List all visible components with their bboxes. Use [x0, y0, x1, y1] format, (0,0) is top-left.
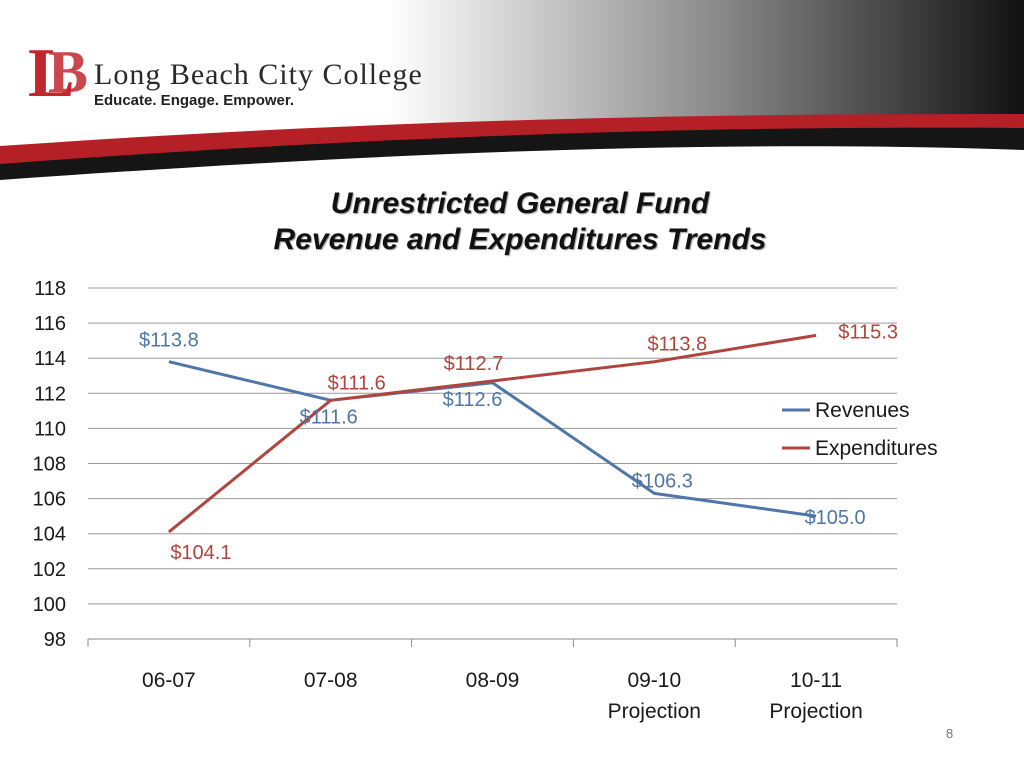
college-tagline: Educate. Engage. Empower. [94, 92, 295, 109]
chart-title: Unrestricted General Fund Revenue and Ex… [0, 186, 1024, 258]
y-tick-label: 116 [34, 313, 66, 335]
header-swoosh [0, 0, 1024, 190]
data-label-revenues: $106.3 [632, 470, 693, 492]
series-line-expenditures [167, 333, 817, 534]
data-label-revenues: $105.0 [805, 507, 866, 529]
data-label-expenditures: $104.1 [170, 542, 231, 564]
x-tick-label: 06-07 [142, 669, 196, 692]
y-tick-label: 102 [33, 559, 66, 581]
y-tick-label: 100 [33, 594, 66, 616]
series-line-revenues [168, 360, 817, 518]
page-number: 8 [946, 726, 954, 741]
data-label-revenues: $113.8 [139, 330, 199, 352]
y-tick-label: 112 [34, 383, 66, 405]
data-label-expenditures: $112.7 [444, 353, 504, 375]
y-tick-label: 106 [33, 489, 66, 511]
y-tick-label: 114 [34, 348, 66, 370]
line-chart: 98 100 102 104 106 108 110 112 114 116 118 06-07 07-… [33, 278, 938, 723]
slide-header: L B Long Beach City College Educate. Eng… [0, 0, 1024, 190]
x-tick-label: Projection [608, 700, 701, 723]
y-tick-label: 108 [33, 454, 66, 476]
data-label-expenditures: $113.8 [647, 334, 707, 356]
data-label-expenditures: $115.3 [838, 321, 898, 343]
y-tick-label: 98 [44, 629, 66, 651]
x-tick-label: 09-10 [627, 669, 681, 692]
x-tick-label: 10-11 [790, 669, 842, 692]
x-tick-label: 08-09 [466, 669, 520, 692]
legend-label-revenues: Revenues [815, 399, 910, 422]
legend-label-expenditures: Expenditures [815, 437, 938, 460]
college-logo: L B Long Beach City College Educate. Eng… [28, 30, 508, 110]
data-label-revenues: $111.6 [300, 406, 358, 428]
x-tick-label: 07-08 [304, 669, 358, 692]
svg-text:B: B [48, 39, 88, 105]
data-label-revenues: $112.6 [443, 389, 503, 411]
svg-text:L: L [28, 35, 75, 106]
lb-monogram-icon: L B [28, 35, 88, 106]
data-label-expenditures: $111.6 [328, 372, 386, 394]
college-name: Long Beach City College [94, 58, 423, 91]
chart-title-line-2: Revenue and Expenditures Trends [273, 223, 767, 256]
y-tick-label: 118 [34, 278, 66, 300]
y-tick-label: 104 [33, 524, 66, 546]
y-tick-label: 110 [34, 418, 66, 440]
x-tick-label: Projection [769, 700, 862, 723]
chart-title-line-1: Unrestricted General Fund [330, 187, 710, 220]
